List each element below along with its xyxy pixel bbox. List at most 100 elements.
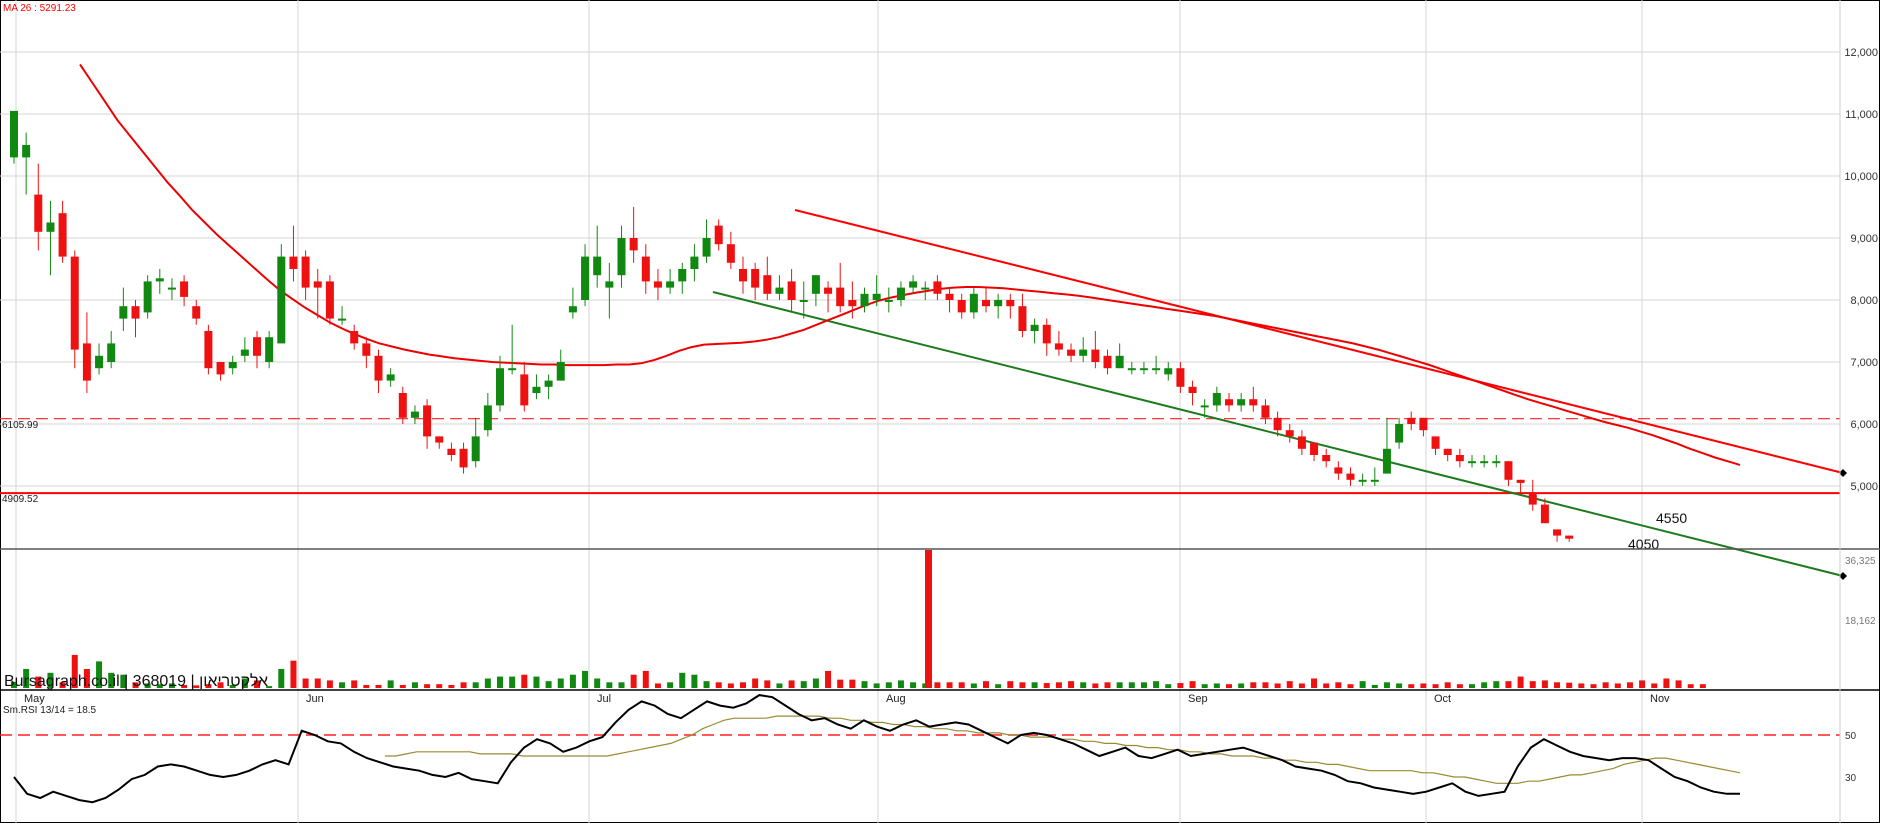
price-tick-label: 8,000 [1850, 295, 1878, 307]
volume-bar [1189, 681, 1196, 688]
volume-bar [1092, 683, 1099, 688]
volume-bar [1177, 683, 1184, 688]
volume-bar [533, 676, 540, 688]
candle-body [1127, 368, 1136, 371]
candle-body [483, 405, 492, 431]
candle-body [1188, 386, 1197, 393]
volume-bar [460, 682, 467, 688]
watermark: Bursagraph.co.il | 368019 | אלקטריאון [4, 672, 268, 690]
candle-body [70, 256, 79, 350]
volume-bar [1505, 681, 1512, 688]
candle-body [410, 411, 419, 418]
volume-bar [132, 682, 139, 688]
candle-body [1468, 461, 1476, 464]
volume-bar [1469, 684, 1475, 688]
price-tick-label: 12,000 [1844, 47, 1878, 59]
volume-bar [1007, 681, 1014, 688]
volume-bar [569, 674, 576, 688]
volume-bars [11, 550, 1706, 688]
volume-bar [557, 678, 564, 688]
volume-bar [1031, 682, 1038, 688]
candle-body [423, 405, 432, 437]
volume-bar [1311, 678, 1318, 688]
ma-label: MA 26 : 5291.23 [3, 3, 76, 14]
volume-bar [1262, 682, 1269, 688]
candle-body [386, 374, 395, 381]
volume-bar [509, 676, 516, 688]
candle-body [496, 368, 504, 406]
candle-body [1067, 349, 1076, 356]
candle-body [1455, 455, 1464, 462]
volume-bar [497, 676, 503, 688]
month-label: Jun [306, 693, 324, 705]
volume-bar [983, 681, 989, 688]
candle-body [1431, 436, 1440, 449]
candle-body [192, 306, 201, 319]
volume-bar [47, 672, 54, 688]
rsi-tick-50: 50 [1845, 731, 1857, 742]
rsi-label: Sm.RSI 13/14 = 18.5 [3, 705, 97, 716]
candle-body [702, 238, 711, 257]
volume-bar [582, 670, 589, 688]
candle-body [1565, 535, 1574, 539]
volume-bar [521, 674, 528, 688]
volume-bar [436, 684, 443, 688]
volume-bar [363, 684, 370, 688]
candle-body [1091, 349, 1100, 362]
candle-body [1297, 436, 1306, 449]
volume-bar [1639, 680, 1646, 688]
candle-body [1200, 405, 1209, 408]
volume-bar [861, 681, 868, 688]
volume-bar [35, 676, 42, 688]
candle-body [277, 256, 286, 344]
annotation-4050: 4050 [1628, 536, 1659, 552]
volume-bar [825, 670, 832, 688]
volume-bar [411, 682, 418, 688]
price-tick-label: 9,000 [1850, 233, 1878, 245]
candle-body [325, 281, 334, 319]
volume-bar [144, 683, 151, 688]
volume-bar [326, 680, 333, 688]
candle-body [1139, 368, 1148, 371]
volume-bar [351, 680, 358, 688]
candle-body [58, 213, 67, 257]
volume-bar [96, 661, 103, 688]
candle-body [1419, 417, 1428, 431]
candle-body [1407, 417, 1416, 424]
volume-bar [1298, 683, 1305, 688]
volume-bar [946, 682, 953, 688]
candle-body [398, 393, 407, 418]
volume-bar [1226, 684, 1232, 688]
volume-bar [703, 681, 710, 688]
candle-body [204, 331, 213, 369]
candle-body [836, 287, 845, 307]
candle-body [1054, 343, 1063, 350]
candle-body [957, 300, 966, 313]
volume-bar [1347, 684, 1354, 688]
volume-bar [1456, 684, 1463, 688]
candle-body [1334, 467, 1343, 474]
volume-bar [606, 682, 613, 688]
volume-bar [424, 684, 431, 688]
volume-bar [11, 681, 17, 688]
candle-body [1480, 461, 1489, 464]
candle-body [1504, 461, 1513, 480]
candle-body [1164, 368, 1173, 375]
volume-bar [1371, 684, 1378, 688]
candle-body [1152, 368, 1161, 371]
month-label: Jul [597, 693, 611, 705]
volume-bar [1687, 684, 1694, 688]
candle-body [1553, 529, 1562, 536]
volume-bar [399, 684, 406, 688]
candle-body [10, 110, 18, 158]
volume-bar [120, 674, 127, 688]
candle-body [289, 256, 298, 269]
volume-bar [1128, 682, 1135, 688]
volume-bar [1420, 683, 1427, 688]
volume-label-max: 36,325 [1845, 556, 1876, 567]
volume-bar [314, 678, 321, 688]
candle-body [362, 343, 371, 356]
volume-bar [1068, 681, 1075, 688]
candle-body [1370, 479, 1379, 482]
candles [10, 110, 1574, 542]
